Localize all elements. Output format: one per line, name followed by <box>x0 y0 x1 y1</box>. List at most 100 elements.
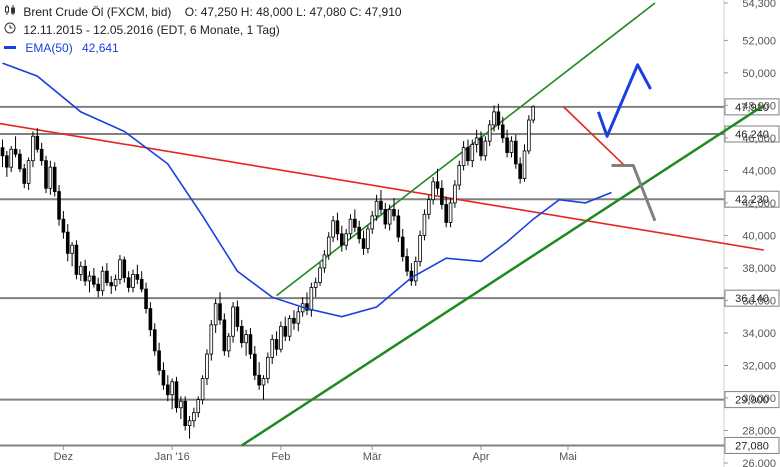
trend-line-channel-bottom <box>241 104 765 447</box>
candle-body-21 <box>92 275 96 285</box>
y-tick-label-12: 30,000 <box>742 393 776 405</box>
candle-body-99 <box>431 181 435 201</box>
candle-body-58 <box>252 353 257 376</box>
candle-body-68 <box>296 311 301 324</box>
candle-body-49 <box>213 303 218 326</box>
candle-body-66 <box>287 317 292 337</box>
candle-body-50 <box>218 303 222 321</box>
candle-body-92 <box>400 236 405 257</box>
candle-body-62 <box>270 339 274 358</box>
candle-body-112 <box>487 124 492 142</box>
x-tick-label-2: Feb <box>271 451 290 463</box>
y-tick-label-3: 48,000 <box>742 100 776 112</box>
candle-body-100 <box>435 181 440 189</box>
candle-body-89 <box>387 209 392 225</box>
candle-body-87 <box>379 200 383 210</box>
candle-body-65 <box>283 326 288 337</box>
candle-body-93 <box>405 256 409 272</box>
candle-body-18 <box>79 265 83 275</box>
candle-body-22 <box>96 283 101 292</box>
level-box-1 <box>724 125 780 143</box>
y-tick-label-10: 34,000 <box>742 328 776 340</box>
candle-body-32 <box>139 278 144 290</box>
candle-body-59 <box>257 374 261 386</box>
candle-body-60 <box>261 378 266 386</box>
candle-body-113 <box>492 111 496 126</box>
candle-body-72 <box>313 282 318 288</box>
candle-body-24 <box>105 270 109 283</box>
candle-body-56 <box>244 334 248 344</box>
candle-body-4 <box>18 153 22 170</box>
y-tick-label-5: 44,000 <box>742 165 776 177</box>
candle-body-114 <box>496 111 501 126</box>
candle-body-81 <box>353 218 357 228</box>
candle-body-3 <box>13 148 18 155</box>
candle-body-28 <box>122 259 127 279</box>
candle-body-44 <box>192 412 196 422</box>
candle-body-117 <box>509 140 514 153</box>
candle-body-39 <box>170 381 174 396</box>
y-tick-label-14: 26,000 <box>742 458 776 467</box>
candle-body-20 <box>87 275 92 282</box>
level-box-3 <box>724 289 780 307</box>
candle-body-76 <box>331 220 335 238</box>
candle-body-16 <box>70 244 74 254</box>
candle-body-13 <box>57 191 61 220</box>
candle-body-121 <box>527 119 531 152</box>
candle-body-103 <box>448 202 453 223</box>
candle-body-8 <box>35 135 40 150</box>
candle-body-75 <box>326 236 331 256</box>
candle-body-9 <box>39 148 44 162</box>
candle-body-71 <box>309 287 314 311</box>
candle-body-105 <box>457 165 462 186</box>
level-label-5: 27,080 <box>735 440 769 452</box>
candle-body-111 <box>483 140 488 157</box>
level-box-0 <box>724 98 780 116</box>
candle-body-11 <box>48 166 53 189</box>
ohlc-values: O: 47,250 H: 48,000 L: 47,080 C: 47,910 <box>184 4 402 19</box>
level-label-0: 47,910 <box>735 102 769 114</box>
candle-body-37 <box>161 369 166 386</box>
y-tick-label-0: 54,300 <box>742 0 776 10</box>
candle-body-12 <box>52 166 57 192</box>
level-box-4 <box>724 391 780 409</box>
candle-body-14 <box>61 218 66 233</box>
y-tick-label-9: 36,000 <box>742 295 776 307</box>
candle-body-25 <box>109 282 114 287</box>
y-tick-label-1: 52,000 <box>742 35 776 47</box>
x-tick-label-1: Jan '16 <box>155 451 190 463</box>
trend-line-downtrend <box>0 122 764 251</box>
candle-body-78 <box>339 233 344 246</box>
candle-body-95 <box>413 261 418 282</box>
x-tick-label-0: Dez <box>54 451 74 463</box>
candle-body-15 <box>65 231 70 254</box>
candle-body-110 <box>479 137 483 157</box>
candle-body-98 <box>426 199 431 215</box>
candle-body-30 <box>131 274 135 288</box>
candle-body-83 <box>361 238 366 249</box>
candle-body-42 <box>183 400 188 427</box>
candle-body-122 <box>531 106 535 121</box>
candle-body-104 <box>453 184 457 204</box>
candle-body-41 <box>179 400 183 409</box>
candle-body-90 <box>392 209 396 217</box>
x-tick-label-4: Apr <box>472 451 489 463</box>
candle-body-84 <box>366 228 370 249</box>
candle-body-102 <box>444 204 448 223</box>
y-tick-label-11: 32,000 <box>742 360 776 372</box>
candle-body-19 <box>83 265 87 282</box>
candle-body-47 <box>205 353 209 379</box>
horizontal-levels: 47,910 46,240 42,230 36,140 29,900 27,080 <box>0 98 780 454</box>
x-tick-label-5: Mai <box>559 451 577 463</box>
candle-body-48 <box>209 324 214 355</box>
candle-body-36 <box>157 350 161 371</box>
candle-body-1 <box>5 155 9 168</box>
candle-body-79 <box>344 233 348 246</box>
candle-body-85 <box>370 215 375 230</box>
candle-body-54 <box>235 306 240 327</box>
candle-body-57 <box>248 334 253 355</box>
candle-body-34 <box>148 308 153 331</box>
candlesticks <box>0 103 535 439</box>
candle-body-43 <box>187 420 192 427</box>
